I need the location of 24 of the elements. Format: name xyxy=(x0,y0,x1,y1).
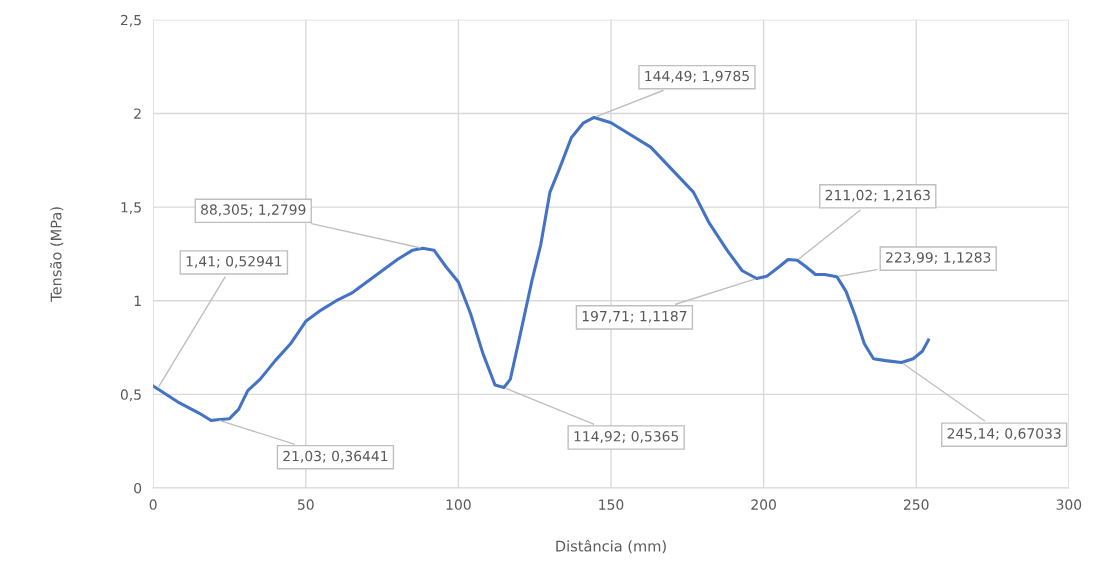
x-axis-title: Distância (mm) xyxy=(556,539,666,554)
x-tick-label: 0 xyxy=(149,499,157,510)
annotation: 223,99; 1,1283 xyxy=(886,252,991,265)
annotation: 21,03; 0,36441 xyxy=(283,450,388,463)
x-tick-label: 50 xyxy=(298,499,314,510)
annotation: 245,14; 0,67033 xyxy=(947,428,1061,441)
y-tick-label: 0 xyxy=(134,482,142,494)
y-tick-label: 0,5 xyxy=(120,389,141,402)
x-tick-label: 300 xyxy=(1056,499,1082,510)
y-tick-label: 1,5 xyxy=(121,202,141,214)
x-tick-label: 200 xyxy=(751,499,776,510)
y-tick-label: 2,5 xyxy=(120,14,141,27)
x-tick-label: 100 xyxy=(446,499,471,510)
x-tick-label: 250 xyxy=(903,499,929,510)
y-tick-label: 1 xyxy=(134,295,141,306)
annotation: 211,02; 1,2163 xyxy=(825,189,930,202)
annotation: 197,71; 1,1187 xyxy=(582,310,687,323)
annotation: 144,49; 1,9785 xyxy=(645,70,749,83)
x-tick-label: 150 xyxy=(599,499,624,510)
annotation: 88,305; 1,2799 xyxy=(201,204,306,217)
annotation: 1,41; 0,52941 xyxy=(186,255,282,268)
y-tick-label: 2 xyxy=(134,108,141,119)
y-axis-title: Tensão (MPa) xyxy=(50,207,64,302)
annotation: 114,92; 0,5365 xyxy=(574,431,679,443)
